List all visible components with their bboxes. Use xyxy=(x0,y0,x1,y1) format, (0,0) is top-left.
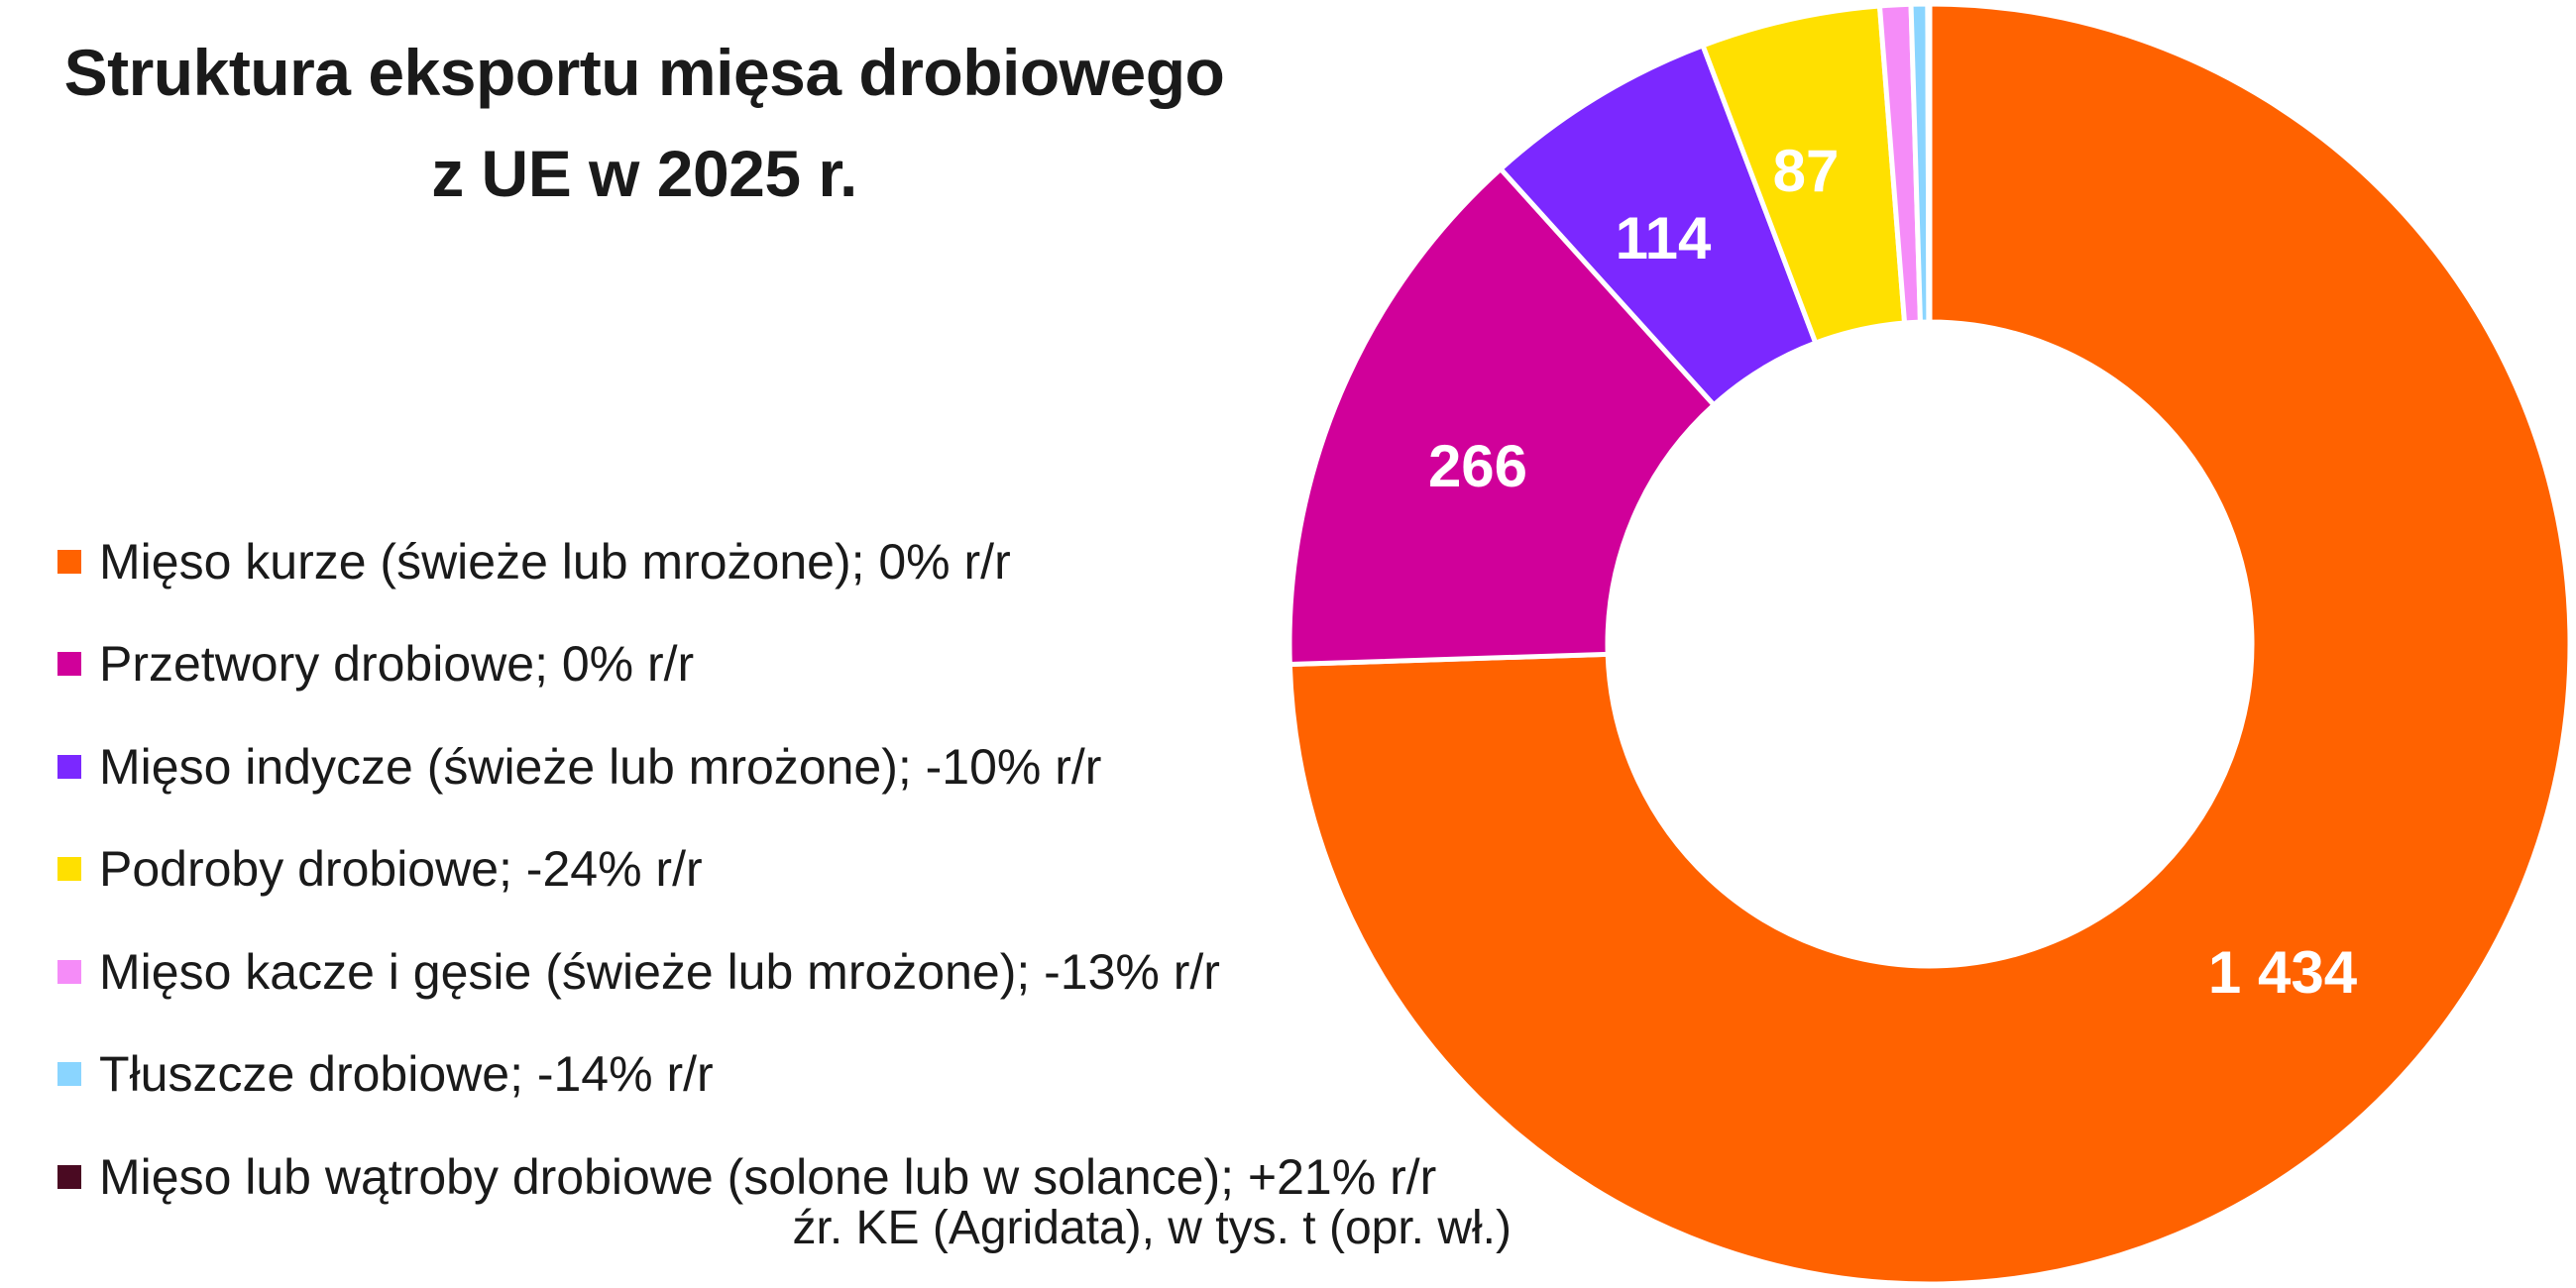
donut-slice xyxy=(1287,164,1718,668)
legend-label: Mięso kurze (świeże lub mrożone); 0% r/r xyxy=(99,533,1011,590)
legend-swatch xyxy=(57,1164,81,1189)
legend-item: Mięso indycze (świeże lub mrożone); -10%… xyxy=(57,715,1436,818)
legend-label: Mięso indycze (świeże lub mrożone); -10%… xyxy=(99,738,1102,795)
legend-swatch xyxy=(57,1062,81,1087)
legend-item: Mięso kurze (świeże lub mrożone); 0% r/r xyxy=(57,510,1436,613)
slice-data-label: 87 xyxy=(1773,138,1840,204)
legend-swatch xyxy=(57,857,81,882)
legend-swatch xyxy=(57,959,81,984)
legend-item: Tłuszcze drobiowe; -14% r/r xyxy=(57,1023,1436,1127)
donut-slice xyxy=(1287,1,2573,1287)
chart-title: Struktura eksportu mięsa drobiowego z UE… xyxy=(0,22,1288,224)
legend-swatch xyxy=(57,652,81,677)
legend-swatch xyxy=(57,549,81,574)
donut-slice xyxy=(1925,1,1933,325)
legend-item: Mięso kacze i gęsie (świeże lub mrożone)… xyxy=(57,920,1436,1023)
legend-label: Mięso lub wątroby drobiowe (solone lub w… xyxy=(99,1148,1437,1205)
chart-title-line-2: z UE w 2025 r. xyxy=(431,137,857,210)
legend-label: Przetwory drobiowe; 0% r/r xyxy=(99,636,695,693)
legend: Mięso kurze (świeże lub mrożone); 0% r/r… xyxy=(57,510,1436,1229)
legend-label: Mięso kacze i gęsie (świeże lub mrożone)… xyxy=(99,943,1220,1000)
slice-data-label: 266 xyxy=(1428,433,1527,499)
legend-item: Przetwory drobiowe; 0% r/r xyxy=(57,613,1436,716)
legend-item: Mięso lub wątroby drobiowe (solone lub w… xyxy=(57,1126,1436,1229)
slice-data-label: 114 xyxy=(1616,205,1712,271)
legend-swatch xyxy=(57,754,81,779)
legend-label: Podroby drobiowe; -24% r/r xyxy=(99,841,703,898)
legend-label: Tłuszcze drobiowe; -14% r/r xyxy=(99,1046,714,1103)
source-note: źr. KE (Agridata), w tys. t (opr. wł.) xyxy=(792,1202,1512,1254)
chart-title-line-1: Struktura eksportu mięsa drobiowego xyxy=(63,36,1225,109)
slice-data-label: 1 434 xyxy=(2208,939,2358,1006)
legend-item: Podroby drobiowe; -24% r/r xyxy=(57,818,1436,921)
